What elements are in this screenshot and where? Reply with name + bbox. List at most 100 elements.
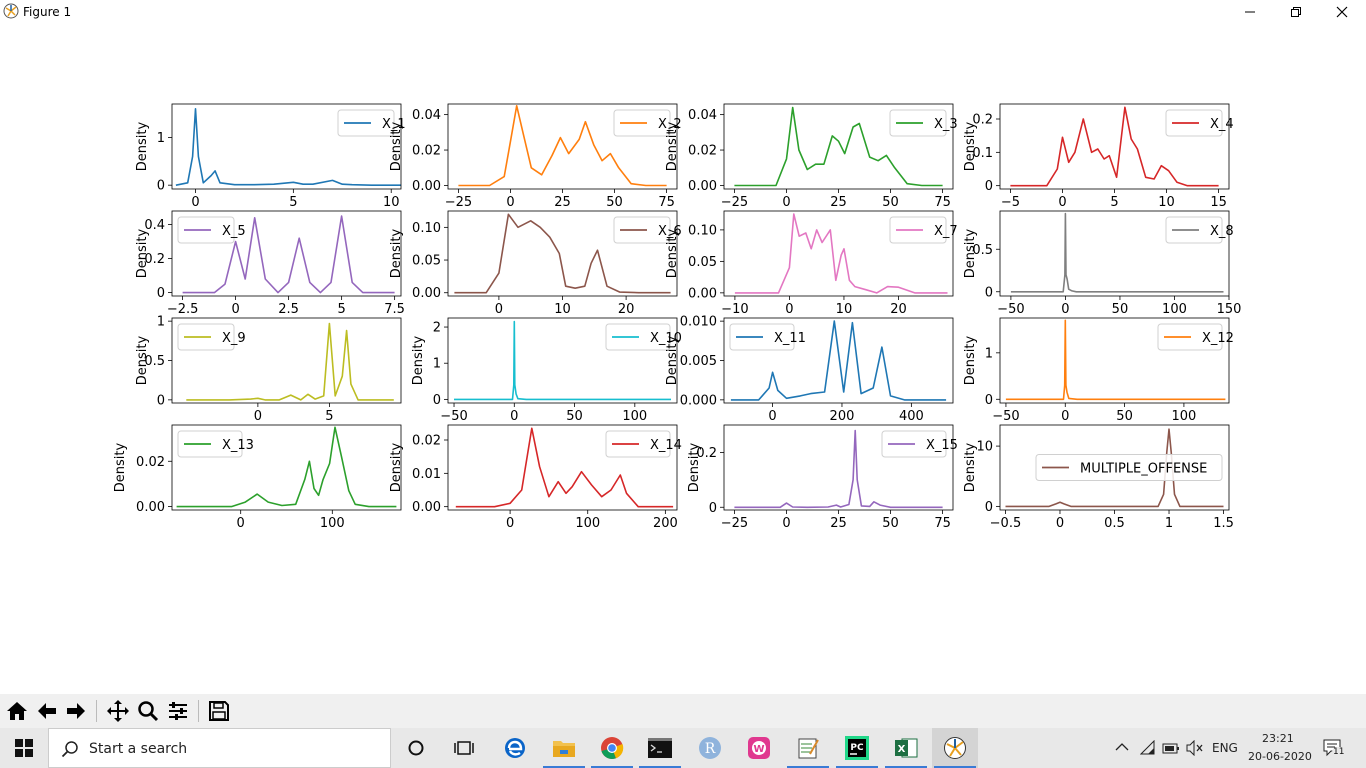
forward-arrow-icon [67,703,85,719]
wamp-icon: W [748,737,770,759]
restore-button[interactable] [1273,0,1319,24]
x-tick-label: 0 [506,195,514,210]
home-icon [7,702,27,720]
volume-muted-icon[interactable] [1186,740,1204,756]
x-tick-label: 0 [510,409,518,424]
y-axis-label: Density [135,335,150,385]
legend: X_6 [613,216,682,244]
command-prompt-icon [648,738,672,758]
x-tick-label: 20 [890,302,907,317]
svg-text:R: R [705,741,716,757]
x-tick-label: 25 [554,195,571,210]
back-button[interactable] [33,697,61,725]
legend-label: X_1 [382,117,406,132]
chrome-app[interactable] [589,728,635,768]
legend-label: X_13 [222,438,254,453]
density-line [455,427,674,508]
x-tick-label: 7.5 [384,302,405,317]
chrome-icon [601,737,624,760]
y-axis-label: Density [135,228,150,278]
x-tick-label: 1.5 [1213,516,1234,531]
legend-label: X_7 [934,224,958,239]
y-tick-label: 1 [157,315,165,330]
legend-label: X_12 [1202,331,1234,346]
y-tick-label: 0.010 [680,315,717,330]
y-tick-label: 0 [157,393,165,408]
x-tick-label: 0.5 [1104,516,1125,531]
x-tick-label: 25 [830,516,847,531]
pycharm-app[interactable]: PC [834,728,880,768]
task-view-button[interactable] [441,728,487,768]
cortana-button[interactable] [393,728,439,768]
y-tick-label: 0.04 [688,108,717,123]
y-tick-label: 0.02 [412,434,441,449]
file-explorer-app[interactable] [541,728,587,768]
x-tick-label: 0 [1061,302,1069,317]
density-line [458,105,667,187]
x-tick-label: 100 [1162,302,1187,317]
taskbar: Start a search R W PC X ENG 23:21 20-06-… [0,728,1366,768]
matplotlib-figure-app[interactable] [932,728,978,768]
y-tick-label: 0.1 [972,146,993,161]
legend: X_11 [729,323,806,351]
axes-frame [999,317,1230,404]
subplot: 0 100 200 0.00 0.01 0.02 Density X_14 [389,424,682,531]
y-axis-label: Density [963,121,978,171]
clock-time[interactable]: 23:21 [1262,732,1294,745]
x-tick-label: 100 [622,409,647,424]
legend-label: X_4 [1210,117,1234,132]
excel-app[interactable]: X [883,728,929,768]
x-tick-label: 100 [1171,409,1196,424]
configure-subplots-button[interactable] [164,697,192,725]
show-hidden-icons-chevron-icon[interactable] [1115,742,1129,752]
x-tick-label: 20 [618,302,635,317]
y-tick-label: 0.00 [412,286,441,301]
y-axis-label: Density [665,121,680,171]
x-tick-label: 0 [782,516,790,531]
y-tick-label: 1 [985,346,993,361]
windows-logo-icon [15,739,33,757]
legend: X_10 [605,323,682,351]
y-tick-label: 0.02 [688,144,717,159]
network-icon[interactable] [1140,740,1156,756]
x-tick-label: 0 [191,195,199,210]
x-tick-label: 5 [289,195,297,210]
y-tick-label: 0.00 [412,179,441,194]
notepad-app[interactable] [785,728,831,768]
y-tick-label: 0.000 [680,393,717,408]
legend-label: X_2 [658,117,682,132]
x-tick-label: 2.5 [278,302,299,317]
x-tick-label: 50 [882,516,899,531]
x-tick-label: −50 [992,409,1019,424]
search-placeholder: Start a search [89,741,188,757]
input-language[interactable]: ENG [1212,741,1238,755]
home-button[interactable] [3,697,31,725]
minimize-button[interactable] [1227,0,1273,24]
y-tick-label: 0.10 [412,221,441,236]
y-tick-label: 0.10 [688,223,717,238]
y-tick-label: 0.2 [696,446,717,461]
x-tick-label: −10 [721,302,748,317]
zoom-button[interactable] [134,697,162,725]
wamp-app[interactable]: W [736,728,782,768]
terminal-app[interactable] [637,728,683,768]
r-app[interactable]: R [687,728,733,768]
close-button[interactable] [1319,0,1365,24]
x-tick-label: −2.5 [167,302,199,317]
save-button[interactable] [205,697,233,725]
edge-app[interactable] [492,728,538,768]
clock-date[interactable]: 20-06-2020 [1248,750,1312,763]
action-center-button[interactable]: 11 [1323,739,1346,761]
taskbar-search-box[interactable]: Start a search [48,728,391,768]
forward-button[interactable] [62,697,90,725]
x-tick-label: 0 [506,516,514,531]
density-line [182,215,395,294]
pan-button[interactable] [104,697,132,725]
battery-icon[interactable] [1162,741,1180,755]
start-button[interactable] [0,728,48,768]
